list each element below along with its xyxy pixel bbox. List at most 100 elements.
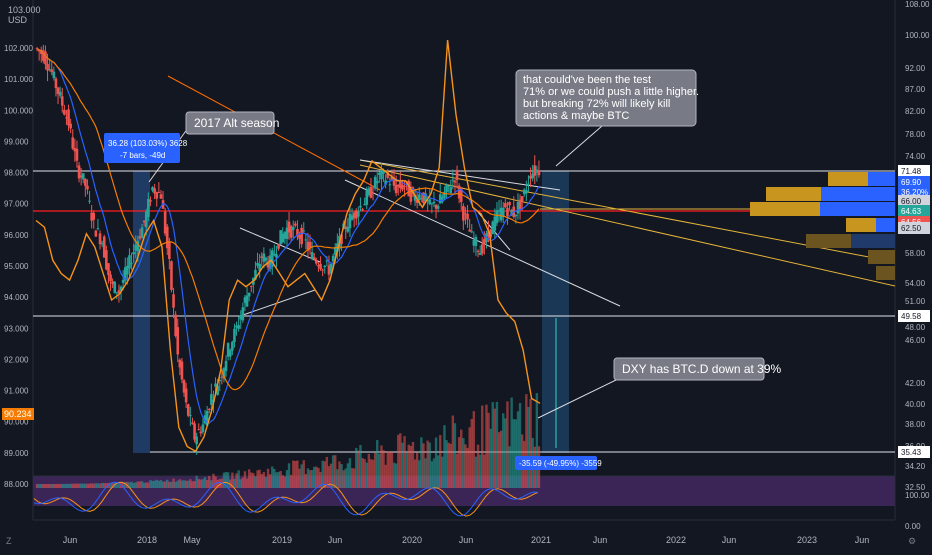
candle-body <box>63 109 66 115</box>
candle-body <box>409 186 413 202</box>
volume-bar <box>155 479 158 488</box>
candle-body <box>96 228 100 230</box>
volume-bar <box>300 464 303 488</box>
candle-body <box>170 261 173 290</box>
volume-bar <box>187 480 190 488</box>
volume-bar <box>497 432 501 488</box>
right-badge: 69.90 <box>898 176 930 188</box>
volume-bar <box>63 483 66 488</box>
settings-gear-icon[interactable]: ⚙ <box>908 536 916 546</box>
volume-bar <box>182 480 186 488</box>
volume-bar <box>495 401 499 488</box>
volume-bar <box>296 460 299 488</box>
timezone-icon[interactable]: Z <box>6 536 12 546</box>
volume-bar <box>342 470 345 488</box>
volume-bar <box>434 437 438 488</box>
volume-bar <box>413 459 417 488</box>
volume-bar <box>44 483 47 488</box>
volume-bar <box>170 481 173 488</box>
candle-body <box>113 281 117 293</box>
volume-bar <box>535 393 539 488</box>
candle-body <box>430 203 434 205</box>
candle-body <box>375 180 379 184</box>
candle-body <box>506 208 509 216</box>
candle-body <box>73 148 77 152</box>
candle-body <box>168 242 171 260</box>
left-tick-label: 90.000 <box>4 418 29 427</box>
volume-bar <box>346 463 350 488</box>
volume-bar <box>460 429 463 488</box>
candle-body <box>189 415 192 417</box>
candle-body <box>384 180 387 185</box>
volume-bar <box>457 437 461 488</box>
candle-body <box>434 204 438 209</box>
candle-body <box>65 117 68 119</box>
right-tick-label: 78.00 <box>905 130 926 139</box>
right-tick-label: 87.00 <box>905 85 926 94</box>
candle-body <box>319 263 322 270</box>
candle-body <box>247 292 251 297</box>
volume-bar <box>310 469 314 488</box>
volume-bar <box>294 461 297 488</box>
volume-bar <box>210 480 213 488</box>
volume-bar <box>411 441 415 488</box>
candle-body <box>394 184 398 194</box>
candle-body <box>172 294 175 308</box>
volume-bar <box>493 408 497 488</box>
candle-body <box>224 360 228 371</box>
volume-bar <box>418 460 421 488</box>
right-tick-label: 34.20 <box>905 462 926 471</box>
candle-body <box>302 230 306 232</box>
volume-bar <box>176 480 179 488</box>
candle-body <box>42 50 45 61</box>
candle-body <box>518 199 522 210</box>
candle-body <box>497 210 501 212</box>
candle-body <box>386 172 390 178</box>
volume-bar <box>390 452 394 488</box>
candle-body <box>535 169 539 173</box>
candle-body <box>220 376 224 378</box>
volume-bar <box>481 405 484 488</box>
candle-body <box>155 192 159 199</box>
volume-bar <box>203 477 207 488</box>
volume-bar <box>508 446 511 488</box>
volume-bar <box>157 480 161 488</box>
volume-bar <box>54 483 58 488</box>
volume-bar <box>151 480 154 488</box>
candle-body <box>107 263 110 276</box>
candle-body <box>264 257 268 261</box>
candle-body <box>149 200 152 202</box>
candle-body <box>50 69 54 73</box>
candle-body <box>100 243 104 245</box>
left-tick-label: 89.000 <box>4 449 29 458</box>
candle-body <box>457 185 461 199</box>
left-tick-label: 101.000 <box>4 75 33 84</box>
volume-bar <box>373 452 377 488</box>
right-tick-label: 54.00 <box>905 279 926 288</box>
candle-body <box>37 50 41 52</box>
oscillator-line-blue <box>33 481 539 517</box>
volume-bar <box>422 443 425 488</box>
fan-line-1 <box>359 159 896 263</box>
volume-bar <box>180 480 184 488</box>
svg-text:36.20%: 36.20% <box>901 188 928 197</box>
volume-bar <box>40 483 43 488</box>
volume-bar <box>462 438 465 488</box>
candle-body <box>441 196 444 202</box>
volume-bar <box>161 481 165 488</box>
svg-text:35.43: 35.43 <box>901 448 922 457</box>
volume-profile <box>750 172 895 280</box>
volume-bar <box>506 401 509 488</box>
volume-bar <box>84 483 87 488</box>
volume-bar <box>266 468 270 488</box>
candle-body <box>399 180 402 189</box>
candle-body <box>92 212 96 220</box>
candle-body <box>438 194 442 204</box>
callout-pointer-test <box>555 125 603 167</box>
volume-bar <box>199 479 203 488</box>
candle-body <box>367 188 371 196</box>
triangle-lower <box>239 289 316 317</box>
volume-bar <box>94 483 98 488</box>
